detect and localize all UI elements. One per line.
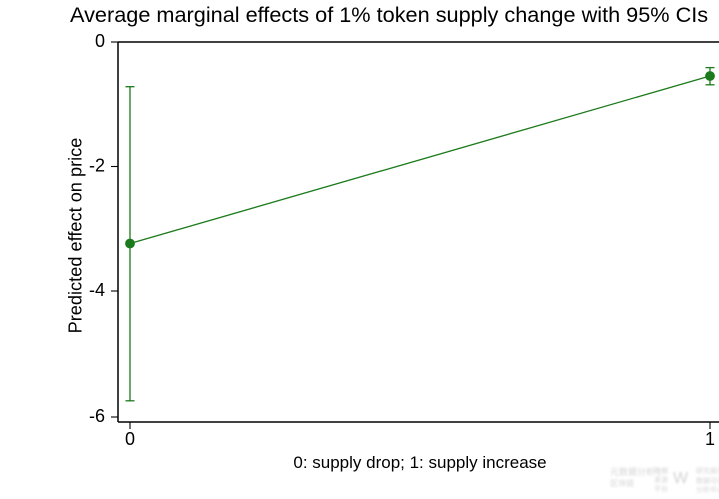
svg-text:0: 0 <box>95 31 105 51</box>
svg-text:-6: -6 <box>89 406 105 426</box>
svg-text:研究报告: 研究报告 <box>696 466 719 475</box>
svg-text:数据可视化: 数据可视化 <box>696 476 719 485</box>
svg-text:分析中心: 分析中心 <box>696 485 719 494</box>
svg-text:-2: -2 <box>89 156 105 176</box>
svg-text:W: W <box>673 470 689 487</box>
svg-text:-4: -4 <box>89 280 105 300</box>
svg-text:来源: 来源 <box>654 475 668 484</box>
svg-text:数据: 数据 <box>654 466 668 475</box>
svg-text:元数据分析: 元数据分析 <box>610 466 655 477</box>
svg-text:平台: 平台 <box>654 484 668 493</box>
svg-text:0: 0 <box>125 429 135 449</box>
svg-text:1: 1 <box>705 429 715 449</box>
svg-text:区块链: 区块链 <box>610 478 634 488</box>
